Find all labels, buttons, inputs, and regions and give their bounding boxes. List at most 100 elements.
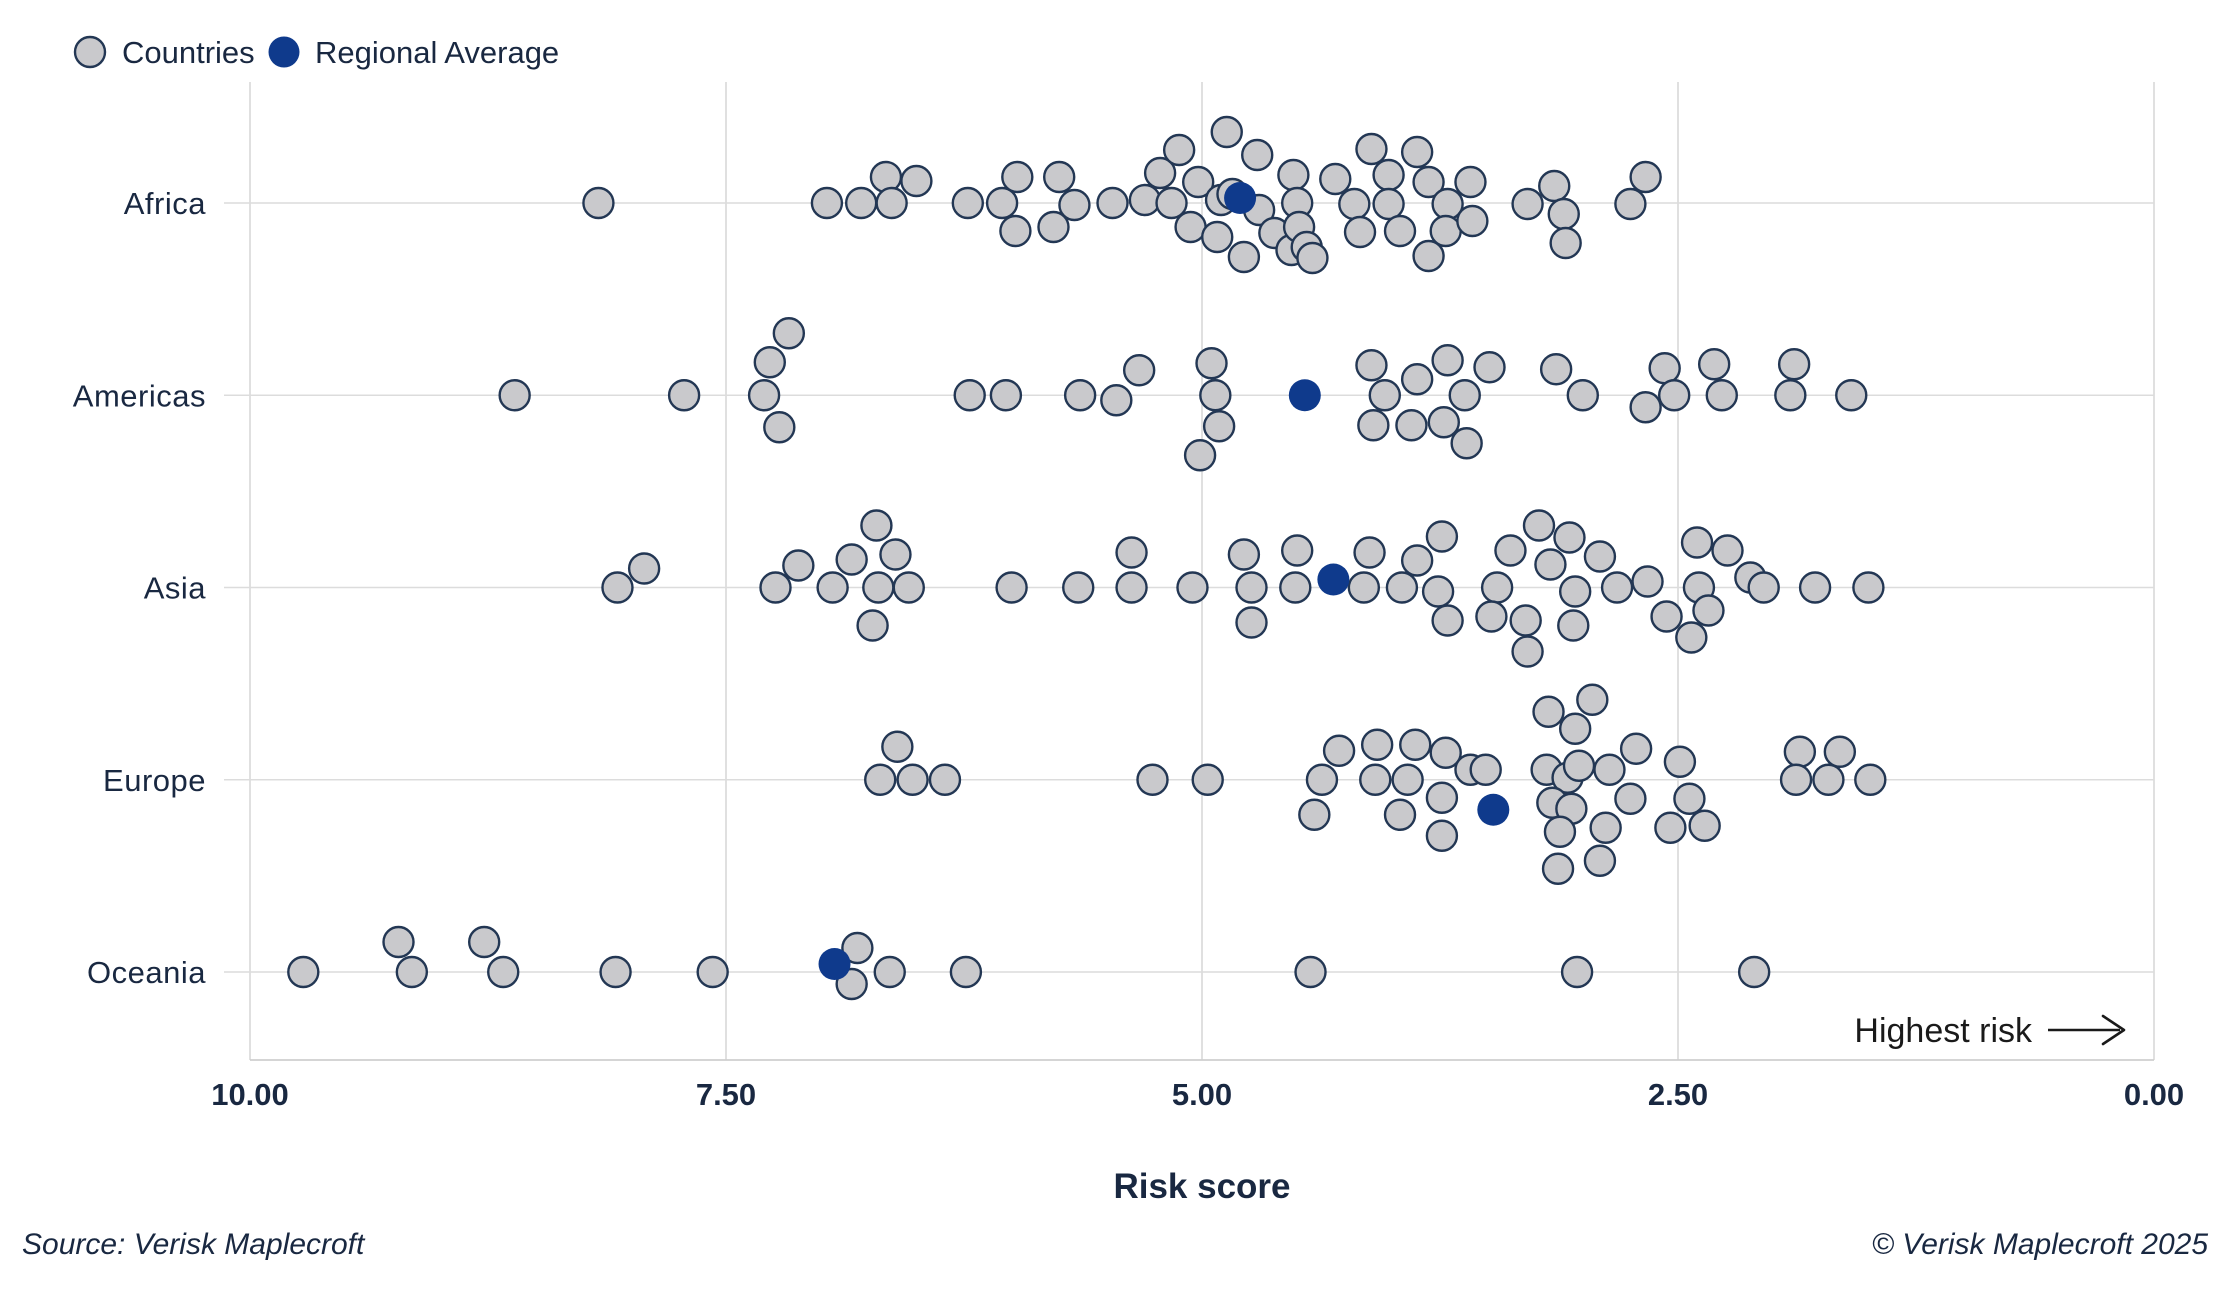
country-dot-asia xyxy=(1494,534,1527,567)
country-dot-asia xyxy=(1385,571,1419,604)
country-dot-oceania xyxy=(1737,955,1771,989)
country-dot-americas xyxy=(953,379,986,412)
highest-risk-label: Highest risk xyxy=(1854,1012,2033,1050)
country-dot-africa xyxy=(1538,169,1571,203)
country-dot-oceania xyxy=(395,955,429,989)
country-dot-americas xyxy=(1395,409,1428,442)
region-label-africa: Africa xyxy=(124,186,207,221)
country-dot-asia xyxy=(1675,621,1708,654)
country-dot-americas xyxy=(1183,439,1217,472)
country-dot-americas xyxy=(1355,349,1388,382)
country-dot-africa xyxy=(951,186,985,220)
country-dot-europe xyxy=(1359,763,1392,796)
average-dot-asia xyxy=(1317,563,1350,596)
country-dot-americas xyxy=(1063,379,1097,412)
country-dot-asia xyxy=(1280,534,1314,567)
country-dot-africa xyxy=(1227,240,1261,274)
country-dot-asia xyxy=(782,549,815,582)
country-dot-asia xyxy=(1475,600,1508,633)
country-dot-americas xyxy=(989,379,1023,412)
country-dot-europe xyxy=(1425,819,1459,852)
legend: Countries Regional Average xyxy=(73,35,559,70)
country-dot-americas xyxy=(498,379,531,412)
country-dot-europe xyxy=(1322,734,1356,767)
country-dot-americas xyxy=(1450,427,1483,460)
country-dot-americas xyxy=(1705,379,1738,412)
country-dot-europe xyxy=(896,763,929,796)
country-dot-americas xyxy=(1777,348,1811,381)
region-label-americas: Americas xyxy=(73,378,206,413)
country-dot-americas xyxy=(1648,352,1681,385)
region-rows: Africa Americas Asia Europe Oceania xyxy=(73,186,2154,990)
country-dot-europe xyxy=(1583,844,1617,877)
country-dot-africa xyxy=(1549,226,1582,260)
country-dot-europe xyxy=(1429,736,1462,769)
country-dot-africa xyxy=(1128,183,1162,217)
legend-average-swatch xyxy=(268,36,300,68)
country-dot-asia xyxy=(759,571,792,604)
country-dot-oceania xyxy=(841,931,874,965)
country-dot-americas xyxy=(747,379,781,412)
tick-label-5.00: 5.00 xyxy=(1172,1077,1232,1112)
country-dot-europe xyxy=(1589,811,1622,844)
region-label-asia: Asia xyxy=(144,571,207,606)
country-dot-africa xyxy=(1037,210,1070,244)
country-dot-americas xyxy=(1195,347,1228,380)
country-dot-europe xyxy=(1425,781,1459,814)
average-dot-europe xyxy=(1477,793,1510,826)
country-dot-africa xyxy=(1456,204,1489,238)
country-dot-africa xyxy=(1210,115,1243,149)
country-dot-asia xyxy=(1480,571,1514,604)
legend-countries-swatch xyxy=(73,35,107,69)
country-dot-europe xyxy=(1783,735,1817,768)
country-dot-asia xyxy=(1353,536,1386,569)
country-dot-asia xyxy=(1711,534,1744,567)
arrow-head-icon xyxy=(2101,1014,2126,1046)
country-dot-asia xyxy=(1692,594,1725,627)
country-dot-africa xyxy=(869,160,903,194)
country-dot-europe xyxy=(1779,763,1813,796)
country-dot-asia xyxy=(1425,520,1459,553)
country-dot-africa xyxy=(1181,165,1215,199)
copyright-note: © Verisk Maplecroft 2025 xyxy=(1872,1228,2208,1261)
country-dot-americas xyxy=(1697,348,1731,381)
country-dot-asia xyxy=(856,609,889,642)
country-dot-africa xyxy=(1629,160,1662,194)
country-dot-oceania xyxy=(599,955,632,989)
country-dot-europe xyxy=(1614,782,1647,815)
country-dot-asia xyxy=(1235,606,1268,639)
country-dot-europe xyxy=(1673,782,1706,815)
country-dot-americas xyxy=(1368,379,1401,412)
country-dot-asia xyxy=(1631,565,1664,598)
country-dot-europe xyxy=(1688,809,1721,842)
country-dot-asia xyxy=(1557,609,1590,642)
country-dot-europe xyxy=(1469,753,1502,786)
country-dot-asia xyxy=(1347,571,1381,604)
country-dot-africa xyxy=(1383,214,1417,248)
country-dot-americas xyxy=(1629,391,1662,424)
country-dot-europe xyxy=(1593,753,1626,786)
country-dot-americas xyxy=(1202,410,1236,443)
country-dot-africa xyxy=(1614,187,1647,221)
country-dot-africa xyxy=(1372,187,1405,221)
country-dot-europe xyxy=(1391,763,1424,796)
country-dot-africa xyxy=(999,214,1032,248)
country-dot-africa xyxy=(1241,138,1274,172)
country-dot-americas xyxy=(1774,379,1807,412)
country-dot-africa xyxy=(582,186,615,220)
country-dot-africa xyxy=(1547,197,1580,231)
country-dot-africa xyxy=(1343,215,1377,249)
country-dot-americas xyxy=(1431,344,1464,377)
country-dot-europe xyxy=(1298,798,1331,831)
country-dot-americas xyxy=(1539,353,1573,386)
country-dot-africa xyxy=(1042,160,1076,194)
country-dot-africa xyxy=(1001,160,1034,194)
country-dot-americas xyxy=(1835,379,1868,412)
country-dot-asia xyxy=(1279,571,1312,604)
gridlines xyxy=(249,82,2155,1061)
country-dot-asia xyxy=(1115,571,1148,604)
country-dot-africa xyxy=(1412,165,1445,199)
country-dot-oceania xyxy=(467,925,501,959)
country-dot-africa xyxy=(1058,188,1091,222)
